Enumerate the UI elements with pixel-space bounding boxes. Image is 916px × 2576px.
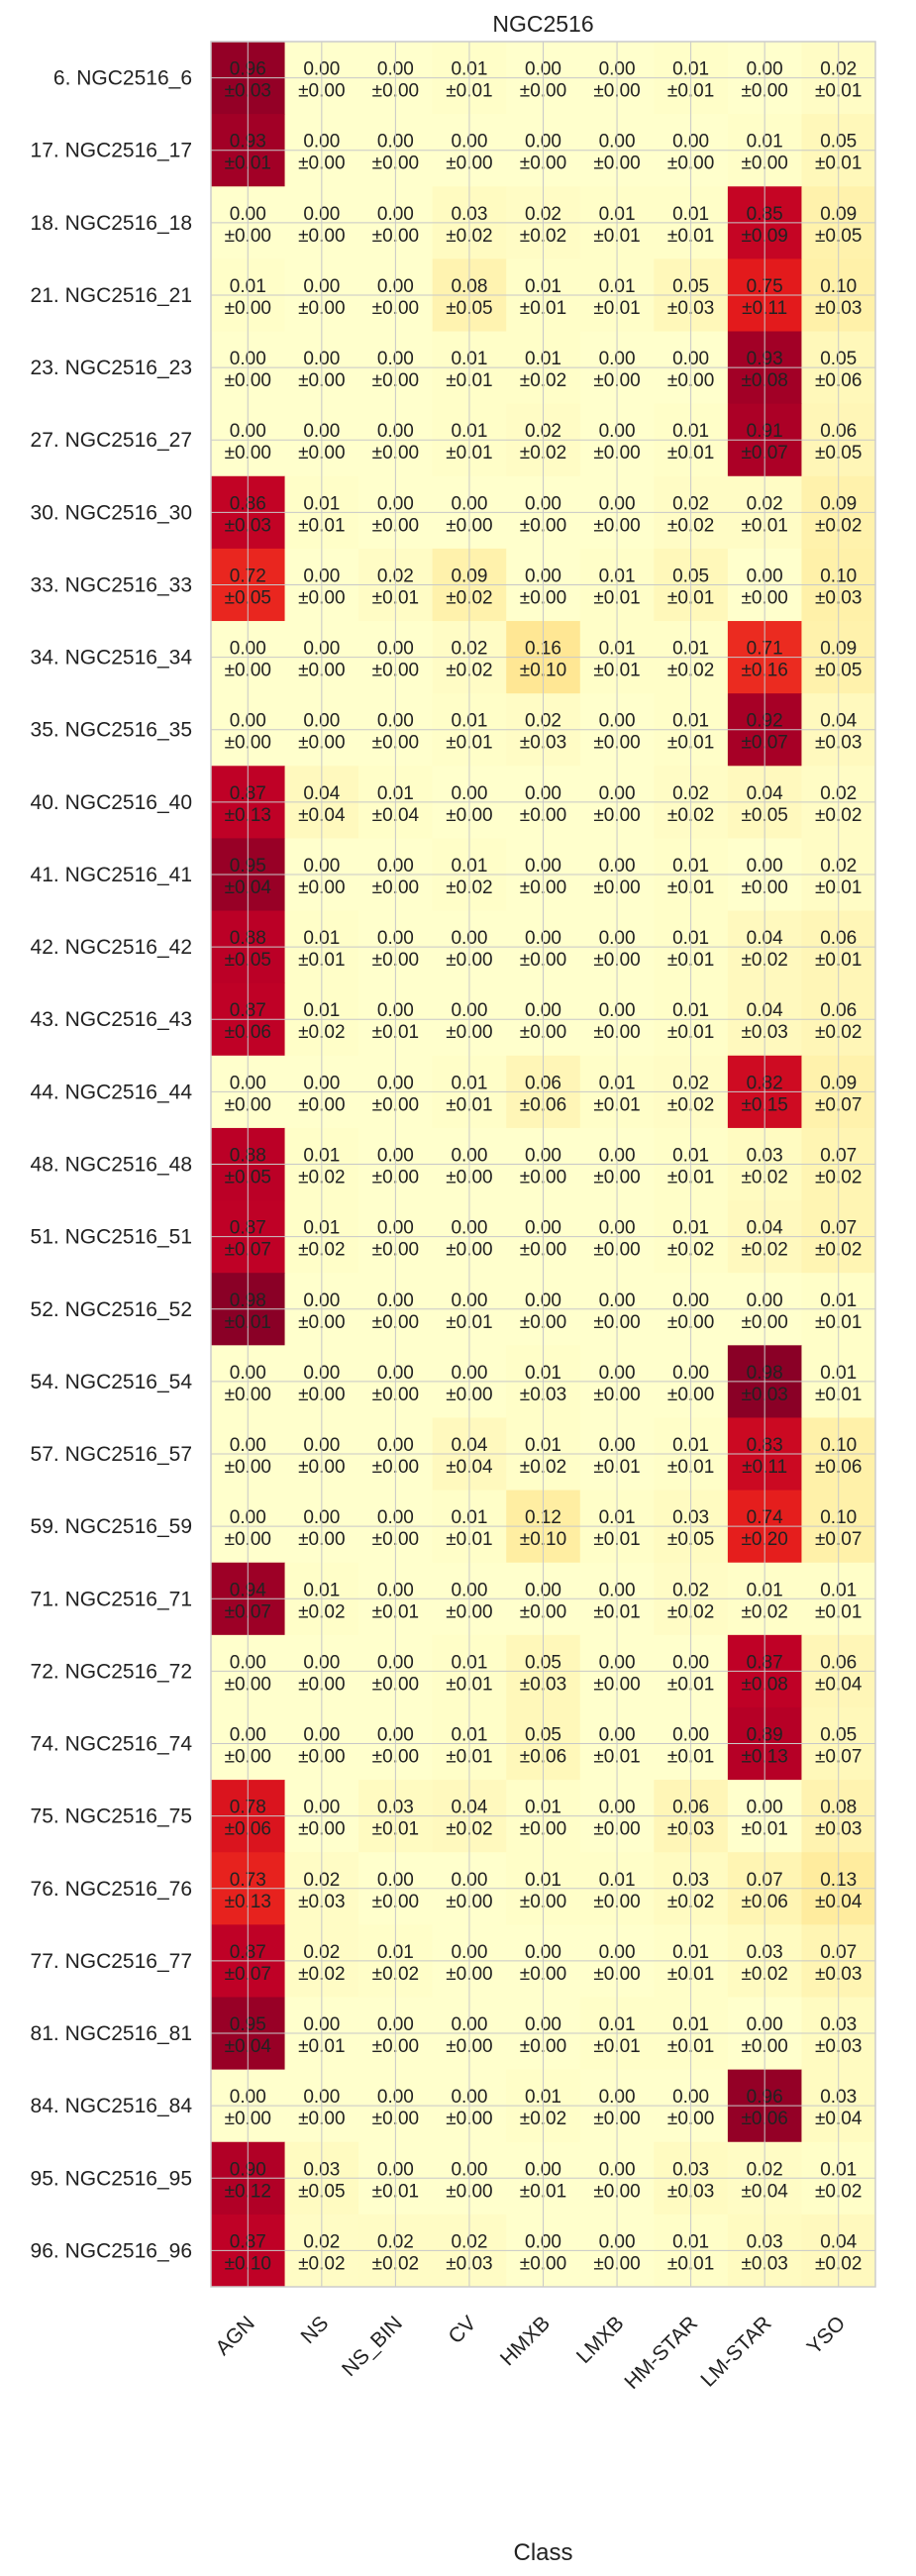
row-label: 54. NGC2516_54	[31, 1371, 193, 1393]
row-labels: 6. NGC2516_6 17. NGC2516_17 18. NGC2516_18…	[31, 67, 193, 2263]
row-label: 52. NGC2516_52	[31, 1298, 192, 1321]
row-label: 77. NGC2516_77	[31, 1950, 192, 1973]
row-label: 51. NGC2516_51	[31, 1226, 192, 1249]
row-label: 59. NGC2516_59	[31, 1515, 192, 1538]
row-label: 18. NGC2516_18	[31, 212, 192, 235]
row-label: 76. NGC2516_76	[31, 1878, 192, 1901]
row-label: 21. NGC2516_21	[31, 284, 192, 307]
row-label: 74. NGC2516_74	[31, 1733, 193, 1756]
column-label: YSO	[803, 2312, 851, 2359]
column-label: HMXB	[496, 2312, 555, 2370]
row-label: 6. NGC2516_6	[53, 67, 192, 90]
row-label: 48. NGC2516_48	[31, 1154, 192, 1177]
x-axis-label: Class	[513, 2539, 572, 2566]
row-label: 42. NGC2516_42	[31, 936, 192, 959]
row-label: 75. NGC2516_75	[31, 1805, 192, 1828]
row-label: 84. NGC2516_84	[31, 2095, 193, 2117]
column-label: HM-STAR	[620, 2312, 702, 2394]
column-label: NS_BIN	[338, 2312, 407, 2381]
plot-frame	[210, 41, 876, 2288]
row-label: 96. NGC2516_96	[31, 2239, 192, 2262]
row-label: 44. NGC2516_44	[31, 1081, 193, 1103]
row-label: 95. NGC2516_95	[31, 2167, 192, 2190]
row-label: 23. NGC2516_23	[31, 357, 192, 379]
row-label: 33. NGC2516_33	[31, 573, 192, 596]
row-label: 27. NGC2516_27	[31, 429, 192, 452]
row-label: 71. NGC2516_71	[31, 1588, 192, 1610]
column-label: NS	[296, 2312, 333, 2348]
row-label: 35. NGC2516_35	[31, 719, 192, 742]
row-label: 41. NGC2516_41	[31, 864, 192, 886]
column-label: LM-STAR	[696, 2312, 775, 2391]
gridlines	[211, 42, 875, 2287]
row-label: 72. NGC2516_72	[31, 1660, 192, 1683]
row-label: 40. NGC2516_40	[31, 791, 192, 814]
row-label: 81. NGC2516_81	[31, 2022, 192, 2045]
column-label: AGN	[211, 2312, 258, 2359]
row-label: 43. NGC2516_43	[31, 1008, 192, 1031]
column-label: LMXB	[572, 2312, 629, 2368]
chart-title: NGC2516	[492, 11, 593, 37]
column-label: CV	[445, 2312, 481, 2348]
row-label: 30. NGC2516_30	[31, 501, 192, 524]
row-label: 17. NGC2516_17	[31, 140, 192, 162]
row-label: 57. NGC2516_57	[31, 1443, 192, 1466]
row-label: 34. NGC2516_34	[31, 647, 193, 670]
